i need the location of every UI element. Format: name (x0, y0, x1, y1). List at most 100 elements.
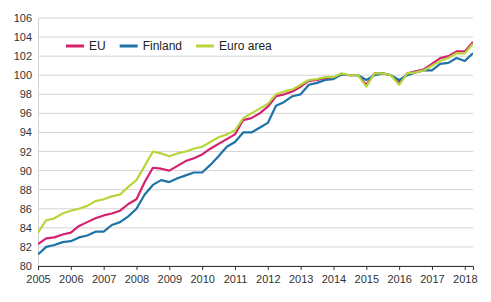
x-tick-mark (235, 266, 236, 270)
y-tick: 100 (14, 69, 38, 81)
x-tick-label: 2013 (289, 273, 313, 285)
series-lines (38, 42, 473, 255)
grid-line (38, 227, 473, 228)
y-axis: 80 82 84 86 88 90 92 94 96 98 100 102 104 106 (14, 12, 39, 272)
y-tick-label: 94 (20, 126, 32, 138)
chart: 80 82 84 86 88 90 92 94 96 98 100 102 104 106 2005 2006… (0, 0, 491, 302)
x-tick: 2017 (420, 266, 444, 285)
y-tick: 82 (20, 241, 38, 253)
x-tick: 2006 (59, 266, 83, 285)
x-tick-mark (38, 266, 39, 270)
y-tick-label: 88 (20, 184, 32, 196)
x-tick-mark (301, 266, 302, 270)
y-tick: 96 (20, 107, 38, 119)
x-tick: 2013 (289, 266, 313, 285)
x-tick-label: 2005 (26, 273, 50, 285)
y-tick: 102 (14, 50, 38, 62)
x-tick-label: 2010 (190, 273, 214, 285)
y-tick: 88 (20, 184, 38, 196)
grid-line (38, 189, 473, 190)
x-tick-label: 2017 (420, 273, 444, 285)
x-tick-label: 2015 (355, 273, 379, 285)
y-tick: 90 (20, 165, 38, 177)
grid-line (38, 132, 473, 133)
x-axis-line (39, 267, 474, 271)
x-tick-mark (366, 266, 367, 270)
x-tick: 2014 (322, 266, 346, 285)
y-tick-label: 104 (14, 31, 32, 43)
x-tick-mark (71, 266, 72, 270)
x-tick: 2012 (256, 266, 280, 285)
x-tick-label: 2018 (453, 273, 477, 285)
y-tick-label: 86 (20, 203, 32, 215)
legend-item: EU (66, 39, 106, 53)
x-tick-mark (104, 266, 105, 270)
x-tick: 2010 (190, 266, 214, 285)
legend-label: Euro area (219, 39, 272, 53)
legend-item: Finland (120, 39, 182, 53)
y-tick: 84 (20, 222, 38, 234)
legend: EU Finland Euro area (66, 39, 272, 53)
legend-label: Finland (143, 39, 182, 53)
x-tick-label: 2006 (59, 273, 83, 285)
grid-line (38, 56, 473, 57)
legend-label: EU (89, 39, 106, 53)
x-tick: 2007 (92, 266, 116, 285)
legend-swatch (66, 45, 84, 48)
series-line (38, 44, 473, 233)
x-tick: 2016 (387, 266, 411, 285)
y-tick-label: 96 (20, 107, 32, 119)
y-tick: 80 (20, 260, 38, 272)
x-tick: 2008 (125, 266, 149, 285)
grid-line (38, 113, 473, 114)
y-tick-label: 84 (20, 222, 32, 234)
x-tick-mark (399, 266, 400, 270)
x-tick: 2015 (355, 266, 379, 285)
series-line (38, 42, 473, 244)
x-tick: 2009 (158, 266, 182, 285)
legend-item: Euro area (196, 39, 272, 53)
x-tick-label: 2007 (92, 273, 116, 285)
y-tick-label: 80 (20, 260, 32, 272)
x-tick-mark (169, 266, 170, 270)
y-tick-label: 106 (14, 12, 32, 24)
y-tick: 104 (14, 31, 38, 43)
x-tick: 2011 (224, 266, 248, 285)
y-tick-label: 102 (14, 50, 32, 62)
x-tick-mark (136, 266, 137, 270)
x-tick-label: 2014 (322, 273, 346, 285)
y-tick: 92 (20, 146, 38, 158)
y-tick-label: 82 (20, 241, 32, 253)
x-tick-label: 2016 (387, 273, 411, 285)
x-tick-label: 2012 (256, 273, 280, 285)
x-tick-label: 2011 (224, 273, 248, 285)
grid-line (38, 94, 473, 95)
x-tick-mark (432, 266, 433, 270)
y-axis-line (38, 19, 39, 267)
y-tick-label: 92 (20, 146, 32, 158)
grid-line (38, 208, 473, 209)
legend-swatch (120, 45, 138, 48)
x-tick-mark (268, 266, 269, 270)
y-tick-label: 90 (20, 165, 32, 177)
legend-swatch (196, 45, 214, 48)
grid-line (38, 170, 473, 171)
plot: 80 82 84 86 88 90 92 94 96 98 100 102 104 106 2005 2006… (14, 12, 478, 285)
series-line (38, 53, 473, 254)
y-tick: 86 (20, 203, 38, 215)
x-tick-label: 2008 (125, 273, 149, 285)
y-tick: 106 (14, 12, 38, 24)
x-tick-mark (333, 266, 334, 270)
y-tick: 94 (20, 126, 38, 138)
grid-line (38, 151, 473, 152)
grid (38, 18, 473, 266)
grid-line (38, 37, 473, 38)
y-tick: 98 (20, 88, 38, 100)
y-tick-label: 98 (20, 88, 32, 100)
x-tick-mark (202, 266, 203, 270)
x-tick-mark (465, 266, 466, 270)
x-axis: 2005 2006 2007 2008 2009 2010 2011 2012 2013 2014… (26, 266, 477, 285)
grid-line (38, 246, 473, 247)
x-tick: 2018 (453, 266, 477, 285)
x-tick: 2005 (26, 266, 50, 285)
